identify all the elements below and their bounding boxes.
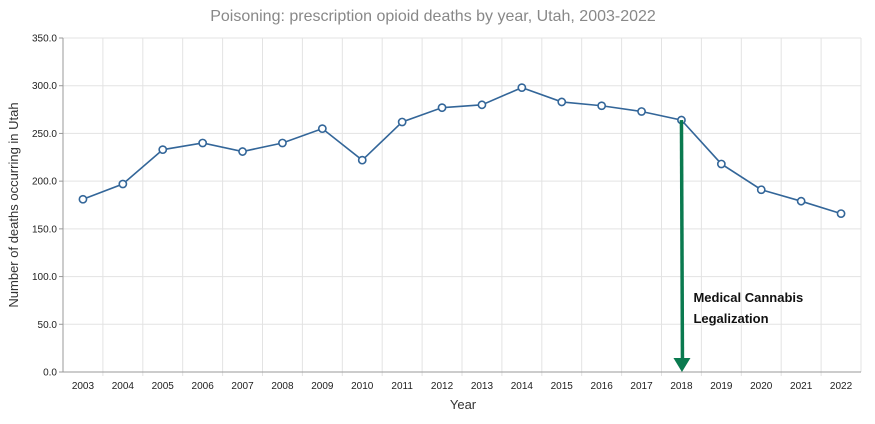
- data-point: [716, 159, 726, 169]
- data-point: [317, 124, 327, 134]
- x-tick-label: 2018: [670, 381, 693, 392]
- data-point: [357, 155, 367, 165]
- x-tick-label: 2005: [152, 381, 175, 392]
- x-tick-label: 2015: [551, 381, 574, 392]
- data-point: [517, 83, 527, 93]
- x-tick-label: 2012: [431, 381, 454, 392]
- x-tick-label: 2010: [351, 381, 374, 392]
- y-axis-label: Number of deaths occurring in Utah: [6, 102, 21, 307]
- y-tick-label: 350.0: [32, 34, 57, 45]
- y-tick-label: 200.0: [32, 177, 57, 188]
- data-point: [637, 107, 646, 116]
- data-point: [238, 147, 247, 156]
- y-tick-label: 0.0: [43, 368, 57, 379]
- data-point: [477, 100, 487, 110]
- annotation-label: Medical Cannabis: [693, 290, 803, 305]
- x-tick-label: 2007: [231, 381, 254, 392]
- y-tick-label: 300.0: [32, 81, 57, 92]
- x-tick-label: 2004: [112, 381, 135, 392]
- data-point: [796, 196, 806, 206]
- x-tick-label: 2020: [750, 381, 773, 392]
- y-tick-label: 150.0: [32, 224, 57, 235]
- data-point: [557, 97, 567, 107]
- y-tick-label: 250.0: [32, 129, 57, 140]
- y-tick-label: 50.0: [38, 320, 58, 331]
- x-tick-label: 2003: [72, 381, 95, 392]
- data-point: [756, 185, 766, 195]
- data-point: [397, 117, 407, 127]
- x-tick-label: 2009: [311, 381, 334, 392]
- x-tick-label: 2016: [591, 381, 614, 392]
- x-tick-label: 2021: [790, 381, 813, 392]
- data-point: [597, 101, 607, 111]
- data-point: [437, 103, 447, 113]
- series-line: [82, 86, 842, 215]
- annotation-arrow-shaft: [679, 120, 685, 361]
- annotation-label: Legalization: [693, 311, 768, 326]
- data-point: [278, 138, 287, 148]
- x-tick-label: 2017: [630, 381, 653, 392]
- x-tick-label: 2014: [511, 381, 534, 392]
- annotation-arrow-head: [673, 358, 691, 372]
- chart-title: Poisoning: prescription opioid deaths by…: [210, 8, 656, 25]
- data-point: [158, 145, 168, 155]
- x-tick-label: 2013: [471, 381, 494, 392]
- data-point: [118, 179, 128, 189]
- x-tick-label: 2006: [192, 381, 215, 392]
- x-tick-label: 2011: [391, 381, 413, 392]
- x-tick-label: 2022: [830, 381, 853, 392]
- x-tick-label: 2008: [271, 381, 294, 392]
- data-point: [78, 194, 88, 204]
- x-tick-label: 2019: [710, 381, 733, 392]
- x-axis-label: Year: [450, 397, 477, 412]
- data-point: [836, 209, 846, 218]
- y-tick-label: 100.0: [32, 272, 57, 283]
- data-point: [198, 138, 208, 148]
